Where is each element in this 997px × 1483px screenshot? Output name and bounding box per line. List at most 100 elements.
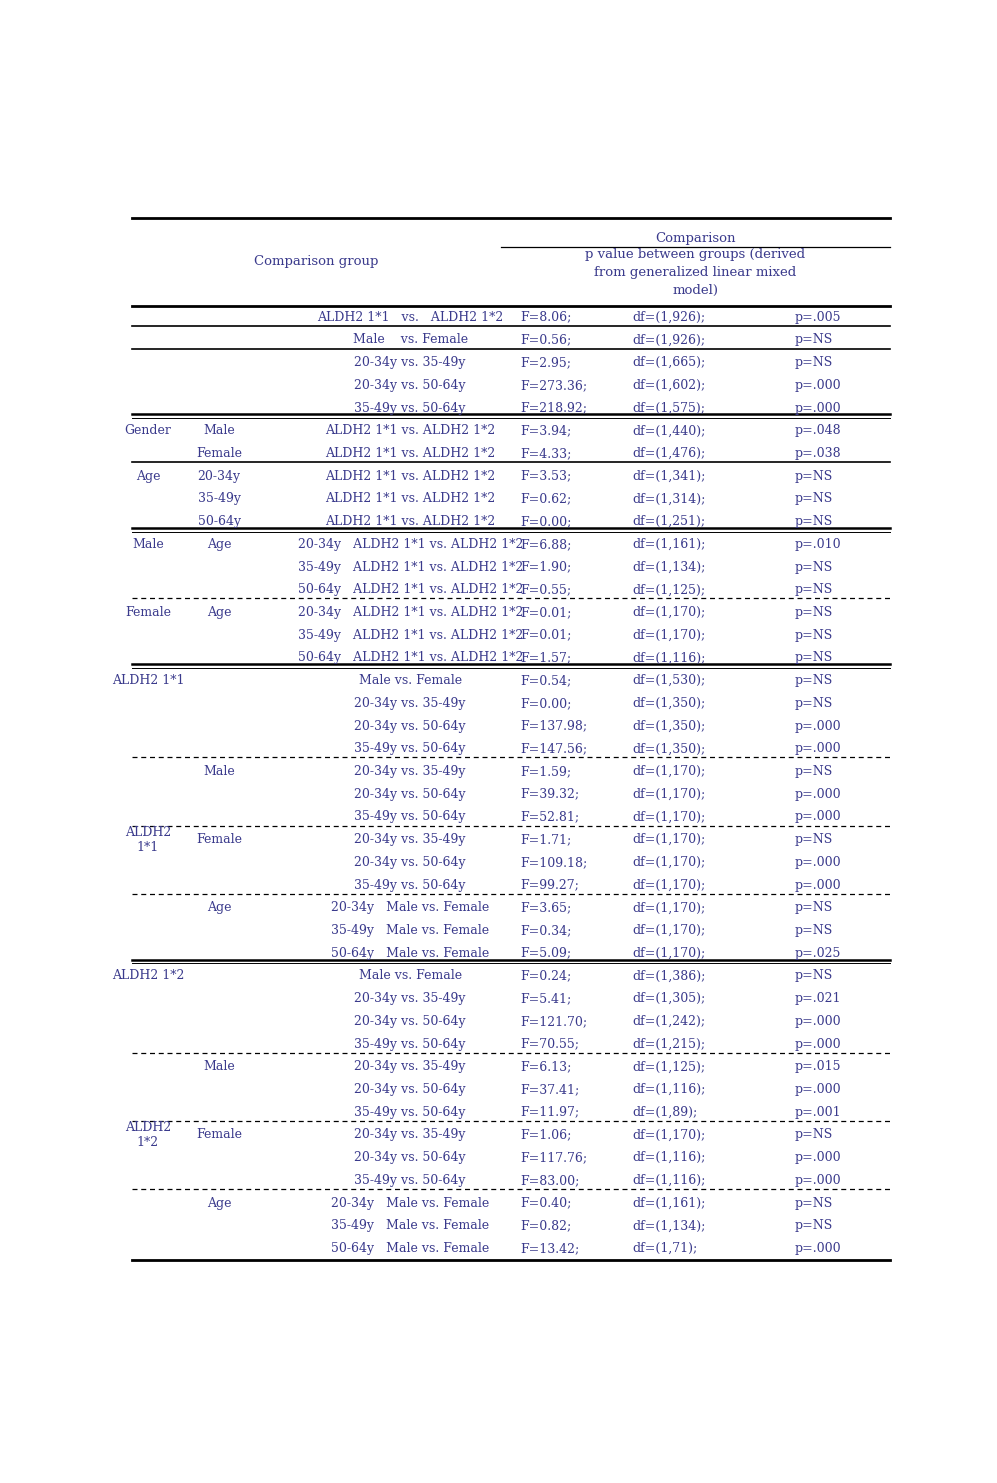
Text: F=0.00;: F=0.00; — [519, 697, 571, 710]
Text: p=.000: p=.000 — [795, 719, 841, 733]
Text: 20-34y   Male vs. Female: 20-34y Male vs. Female — [331, 1197, 490, 1210]
Text: df=(1,161);: df=(1,161); — [632, 1197, 706, 1210]
Text: p=NS: p=NS — [795, 515, 833, 528]
Text: F=5.41;: F=5.41; — [519, 992, 571, 1005]
Text: F=3.65;: F=3.65; — [519, 902, 571, 915]
Text: df=(1,926);: df=(1,926); — [632, 334, 705, 347]
Text: 20-34y vs. 50-64y: 20-34y vs. 50-64y — [354, 1083, 466, 1096]
Text: df=(1,170);: df=(1,170); — [632, 856, 706, 869]
Text: 35-49y   ALDH2 1*1 vs. ALDH2 1*2: 35-49y ALDH2 1*1 vs. ALDH2 1*2 — [297, 629, 522, 642]
Text: ALDH2 1*2: ALDH2 1*2 — [112, 970, 184, 982]
Text: Male: Male — [203, 1060, 235, 1074]
Text: df=(1,71);: df=(1,71); — [632, 1243, 698, 1255]
Text: df=(1,125);: df=(1,125); — [632, 1060, 705, 1074]
Text: p=NS: p=NS — [795, 970, 833, 982]
Text: ALDH2 1*1 vs. ALDH2 1*2: ALDH2 1*1 vs. ALDH2 1*2 — [325, 515, 496, 528]
Text: p=NS: p=NS — [795, 1219, 833, 1232]
Text: Male vs. Female: Male vs. Female — [359, 970, 462, 982]
Text: F=5.09;: F=5.09; — [519, 946, 571, 960]
Text: F=0.01;: F=0.01; — [519, 607, 571, 618]
Text: Age: Age — [207, 902, 231, 915]
Text: 35-49y: 35-49y — [197, 492, 240, 506]
Text: p=NS: p=NS — [795, 675, 833, 687]
Text: df=(1,116);: df=(1,116); — [632, 1151, 706, 1164]
Text: df=(1,314);: df=(1,314); — [632, 492, 706, 506]
Text: Age: Age — [207, 607, 231, 618]
Text: Comparison group: Comparison group — [254, 255, 379, 268]
Text: F=0.34;: F=0.34; — [519, 924, 571, 937]
Text: p=NS: p=NS — [795, 561, 833, 574]
Text: 20-34y vs. 50-64y: 20-34y vs. 50-64y — [354, 787, 466, 801]
Text: F=1.59;: F=1.59; — [519, 765, 571, 779]
Text: ALDH2
1*2: ALDH2 1*2 — [125, 1121, 171, 1149]
Text: Female: Female — [196, 446, 242, 460]
Text: F=117.76;: F=117.76; — [519, 1151, 587, 1164]
Text: df=(1,665);: df=(1,665); — [632, 356, 706, 369]
Text: df=(1,440);: df=(1,440); — [632, 424, 706, 437]
Text: F=70.55;: F=70.55; — [519, 1038, 579, 1050]
Text: df=(1,350);: df=(1,350); — [632, 743, 706, 755]
Text: df=(1,125);: df=(1,125); — [632, 583, 705, 596]
Text: p=.000: p=.000 — [795, 1083, 841, 1096]
Text: p=NS: p=NS — [795, 470, 833, 482]
Text: Male vs. Female: Male vs. Female — [359, 675, 462, 687]
Text: df=(1,305);: df=(1,305); — [632, 992, 706, 1005]
Text: F=2.95;: F=2.95; — [519, 356, 571, 369]
Text: F=83.00;: F=83.00; — [519, 1175, 579, 1186]
Text: Male: Male — [203, 765, 235, 779]
Text: 20-34y vs. 50-64y: 20-34y vs. 50-64y — [354, 378, 466, 392]
Text: F=4.33;: F=4.33; — [519, 446, 571, 460]
Text: ALDH2 1*1   vs.   ALDH2 1*2: ALDH2 1*1 vs. ALDH2 1*2 — [317, 311, 503, 323]
Text: F=109.18;: F=109.18; — [519, 856, 587, 869]
Text: df=(1,134);: df=(1,134); — [632, 561, 706, 574]
Text: 20-34y vs. 35-49y: 20-34y vs. 35-49y — [355, 1060, 466, 1074]
Text: Male: Male — [132, 538, 164, 550]
Text: F=273.36;: F=273.36; — [519, 378, 587, 392]
Text: 20-34y   ALDH2 1*1 vs. ALDH2 1*2: 20-34y ALDH2 1*1 vs. ALDH2 1*2 — [297, 607, 522, 618]
Text: p=NS: p=NS — [795, 833, 833, 847]
Text: 50-64y   ALDH2 1*1 vs. ALDH2 1*2: 50-64y ALDH2 1*1 vs. ALDH2 1*2 — [297, 583, 522, 596]
Text: 20-34y: 20-34y — [197, 470, 240, 482]
Text: df=(1,170);: df=(1,170); — [632, 833, 706, 847]
Text: p=.000: p=.000 — [795, 810, 841, 823]
Text: 20-34y vs. 35-49y: 20-34y vs. 35-49y — [355, 1129, 466, 1142]
Text: p=.000: p=.000 — [795, 878, 841, 891]
Text: ALDH2 1*1 vs. ALDH2 1*2: ALDH2 1*1 vs. ALDH2 1*2 — [325, 446, 496, 460]
Text: F=0.56;: F=0.56; — [519, 334, 571, 347]
Text: p=.025: p=.025 — [795, 946, 841, 960]
Text: df=(1,170);: df=(1,170); — [632, 878, 706, 891]
Text: 35-49y   Male vs. Female: 35-49y Male vs. Female — [331, 924, 490, 937]
Text: F=99.27;: F=99.27; — [519, 878, 578, 891]
Text: F=39.32;: F=39.32; — [519, 787, 579, 801]
Text: p=NS: p=NS — [795, 902, 833, 915]
Text: df=(1,170);: df=(1,170); — [632, 902, 706, 915]
Text: p=.021: p=.021 — [795, 992, 841, 1005]
Text: df=(1,170);: df=(1,170); — [632, 1129, 706, 1142]
Text: df=(1,170);: df=(1,170); — [632, 765, 706, 779]
Text: p=NS: p=NS — [795, 924, 833, 937]
Text: p=NS: p=NS — [795, 583, 833, 596]
Text: F=0.24;: F=0.24; — [519, 970, 571, 982]
Text: df=(1,251);: df=(1,251); — [632, 515, 705, 528]
Text: 20-34y vs. 35-49y: 20-34y vs. 35-49y — [355, 697, 466, 710]
Text: F=1.06;: F=1.06; — [519, 1129, 571, 1142]
Text: df=(1,170);: df=(1,170); — [632, 946, 706, 960]
Text: p=NS: p=NS — [795, 651, 833, 664]
Text: ALDH2 1*1 vs. ALDH2 1*2: ALDH2 1*1 vs. ALDH2 1*2 — [325, 424, 496, 437]
Text: F=218.92;: F=218.92; — [519, 402, 587, 415]
Text: df=(1,242);: df=(1,242); — [632, 1014, 705, 1028]
Text: df=(1,602);: df=(1,602); — [632, 378, 706, 392]
Text: F=6.88;: F=6.88; — [519, 538, 571, 550]
Text: df=(1,170);: df=(1,170); — [632, 810, 706, 823]
Text: df=(1,215);: df=(1,215); — [632, 1038, 705, 1050]
Text: p=NS: p=NS — [795, 629, 833, 642]
Text: 50-64y   Male vs. Female: 50-64y Male vs. Female — [331, 1243, 490, 1255]
Text: F=147.56;: F=147.56; — [519, 743, 587, 755]
Text: p=.005: p=.005 — [795, 311, 841, 323]
Text: df=(1,170);: df=(1,170); — [632, 787, 706, 801]
Text: df=(1,386);: df=(1,386); — [632, 970, 706, 982]
Text: F=3.94;: F=3.94; — [519, 424, 571, 437]
Text: F=121.70;: F=121.70; — [519, 1014, 587, 1028]
Text: p=NS: p=NS — [795, 697, 833, 710]
Text: p=.000: p=.000 — [795, 378, 841, 392]
